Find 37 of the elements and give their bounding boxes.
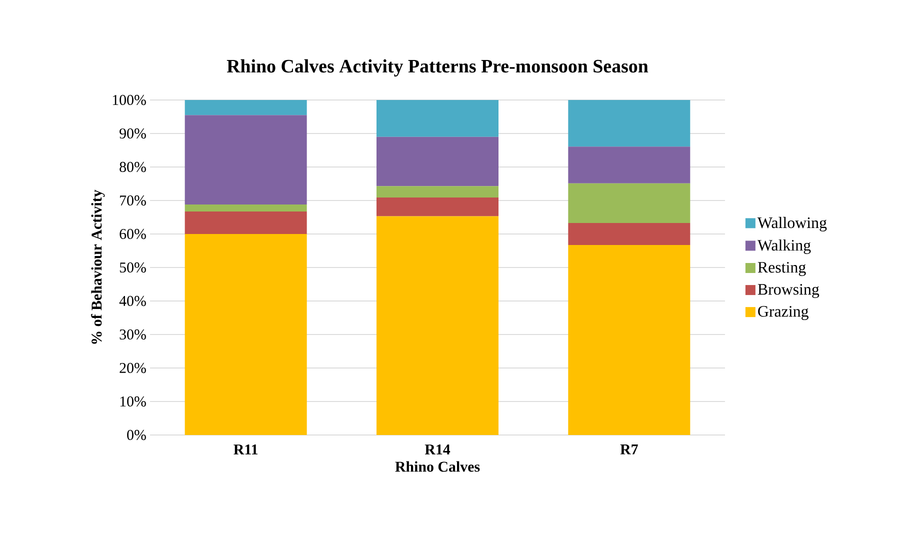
y-tick-label: 0%: [127, 430, 146, 440]
bar: [568, 183, 690, 223]
bar: [376, 197, 499, 216]
y-tick-label: 90%: [120, 128, 146, 139]
bar: [568, 100, 690, 147]
bar: [184, 212, 307, 234]
y-tick-label: 60%: [120, 228, 146, 240]
y-tick-label: 70%: [120, 195, 146, 206]
bar: [184, 204, 307, 212]
y-tick-label: 100%: [112, 94, 146, 106]
bar: [184, 234, 307, 435]
y-tick-label: 40%: [119, 296, 146, 306]
bar: [568, 222, 690, 246]
bar: [184, 100, 307, 116]
bar: [376, 186, 499, 198]
y-tick-label: 80%: [120, 162, 146, 172]
y-axis-title: % of Behaviour Activity: [91, 190, 105, 344]
chart-title: Rhino Calves Activity Patterns Pre-monsoon Season: [226, 59, 648, 76]
legend-label: Grazing: [758, 306, 808, 320]
x-tick-label: R11: [234, 444, 258, 454]
x-axis-title: Rhino Calves: [395, 461, 480, 472]
bar: [376, 136, 499, 186]
legend-label: Walking: [757, 239, 811, 254]
bar: [376, 216, 499, 435]
y-tick-label: 20%: [120, 362, 146, 374]
bar: [184, 115, 307, 205]
y-tick-label: 50%: [120, 262, 146, 273]
y-tick-label: 10%: [120, 396, 146, 407]
legend-label: Wallowing: [757, 216, 827, 232]
bar: [376, 100, 499, 137]
bar: [568, 146, 690, 184]
legend-label: Browsing: [758, 284, 820, 298]
bar: [568, 245, 690, 435]
x-tick-label: R7: [620, 444, 638, 454]
y-tick-label: 30%: [120, 329, 146, 340]
legend-label: Resting: [758, 262, 806, 276]
x-tick-label: R14: [424, 444, 450, 454]
